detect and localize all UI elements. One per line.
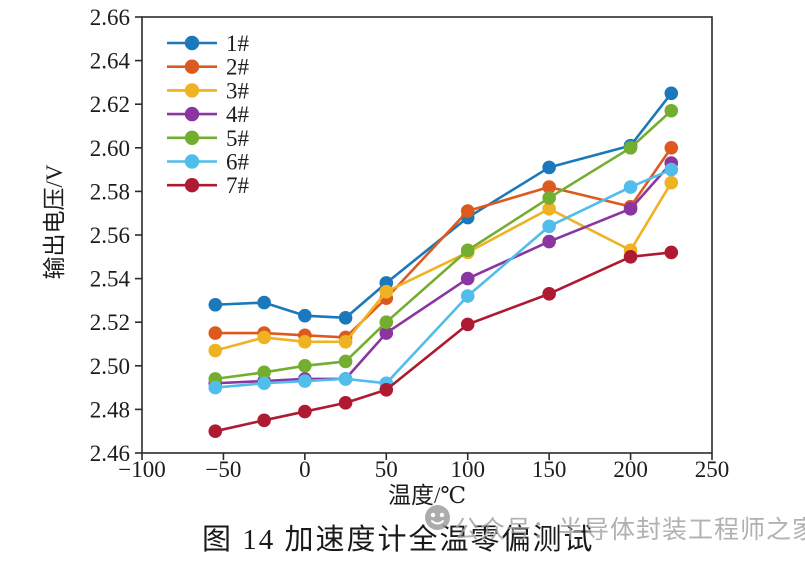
legend-label: 4# <box>226 102 250 127</box>
series-3#-marker <box>379 284 394 299</box>
series-2#-marker <box>460 204 475 218</box>
series-5#-marker <box>623 141 638 155</box>
y-tick-label: 2.64 <box>90 49 131 74</box>
legend-marker <box>184 154 200 169</box>
series-1#-marker <box>338 311 353 325</box>
series-7#-marker <box>338 396 353 410</box>
series-3#-marker <box>257 330 271 345</box>
series-6#-marker <box>460 289 475 303</box>
legend-marker <box>184 106 200 122</box>
series-2#-marker <box>542 180 556 194</box>
series-3#-marker <box>298 335 312 349</box>
legend: 1#2#3#4#5#6#7# <box>167 31 250 198</box>
series-4#-marker <box>379 326 394 340</box>
series-7#-marker <box>664 245 679 260</box>
watermark: 公众号：半导体封装工程师之家 <box>424 504 805 546</box>
y-axis-label: 输出电压/V <box>42 164 67 279</box>
series-7#-marker <box>623 249 638 264</box>
y-tick-label: 2.58 <box>90 179 130 204</box>
series-5#-marker <box>338 354 353 369</box>
series-7#-marker <box>460 317 475 332</box>
x-tick-label: 200 <box>613 457 648 482</box>
series-7#-marker <box>298 404 312 419</box>
series-1#-marker <box>257 295 271 310</box>
y-tick-label: 2.52 <box>90 310 130 335</box>
series-6#-marker <box>208 380 223 395</box>
series-1#-line <box>215 92 673 320</box>
series-4#-marker <box>460 271 475 286</box>
series-1#-marker <box>664 86 679 101</box>
legend-marker <box>184 83 200 98</box>
y-tick-label: 2.56 <box>90 223 130 248</box>
series-6#-marker <box>542 219 556 234</box>
series-7#-marker <box>542 287 556 301</box>
legend-marker <box>184 178 200 193</box>
series-3#-line <box>214 182 673 352</box>
legend-label: 1# <box>226 31 250 56</box>
series-2#-marker <box>208 326 223 340</box>
series-1#-marker <box>298 308 312 323</box>
series-3#-marker <box>338 335 353 349</box>
series-6#-marker <box>338 372 353 386</box>
watermark-text: 公众号：半导体封装工程师之家 <box>454 517 805 544</box>
x-tick-label: −50 <box>205 457 241 482</box>
series-3#-marker <box>664 175 679 190</box>
y-tick-label: 2.62 <box>90 92 130 117</box>
legend-marker <box>184 35 200 51</box>
series-5#-marker <box>664 103 679 118</box>
series-5#-marker <box>460 243 475 258</box>
x-tick-label: 100 <box>450 457 485 482</box>
x-tick-label: 0 <box>299 457 311 482</box>
series-3#-marker <box>542 202 556 216</box>
legend-marker <box>184 59 200 74</box>
legend-marker <box>184 130 200 145</box>
y-tick-label: 2.54 <box>90 267 131 292</box>
x-tick-label: −100 <box>118 457 165 482</box>
series-5#-marker <box>379 315 394 330</box>
legend-item-7#: 7# <box>167 173 250 198</box>
series-6#-marker <box>298 374 312 388</box>
series-2#-marker <box>664 141 679 155</box>
x-tick-label: 50 <box>375 457 398 482</box>
series-7#-line <box>215 251 672 433</box>
series-6#-marker <box>664 162 679 177</box>
series-3#-marker <box>208 343 223 358</box>
figure-caption: 图 14 加速度计全温零偏测试 <box>202 524 595 556</box>
y-tick-label: 2.48 <box>90 397 130 422</box>
legend-item-3#: 3# <box>167 78 250 103</box>
legend-label: 5# <box>226 126 250 151</box>
smiley-icon <box>425 505 450 530</box>
legend-item-1#: 1# <box>167 31 250 56</box>
legend-label: 7# <box>226 173 250 198</box>
legend-item-6#: 6# <box>167 150 250 175</box>
legend-label: 6# <box>226 150 250 175</box>
y-tick-label: 2.46 <box>90 441 130 466</box>
legend-label: 2# <box>226 55 250 80</box>
series-6#-line <box>215 168 672 389</box>
x-tick-label: 150 <box>532 457 567 482</box>
series-5#-marker <box>542 191 556 205</box>
series-1#-marker <box>542 160 556 175</box>
series-7#-marker <box>208 424 223 439</box>
legend-item-2#: 2# <box>167 55 250 80</box>
series-1#-marker <box>208 297 223 312</box>
series-4#-marker <box>623 202 638 216</box>
series-7#-marker <box>257 413 271 428</box>
series-6#-marker <box>257 376 271 391</box>
y-tick-label: 2.50 <box>90 354 130 379</box>
x-axis-label: 温度/℃ <box>388 483 466 508</box>
legend-label: 3# <box>226 78 250 103</box>
x-tick-label: 250 <box>695 457 730 482</box>
series-5#-marker <box>257 365 271 380</box>
series-4#-marker <box>542 234 556 249</box>
legend-item-4#: 4# <box>167 102 250 127</box>
series-5#-marker <box>298 359 312 373</box>
y-tick-label: 2.66 <box>90 5 130 30</box>
legend-item-5#: 5# <box>167 126 250 151</box>
series-7#-marker <box>379 382 394 397</box>
series-6#-marker <box>623 180 638 194</box>
y-tick-label: 2.60 <box>90 136 130 161</box>
